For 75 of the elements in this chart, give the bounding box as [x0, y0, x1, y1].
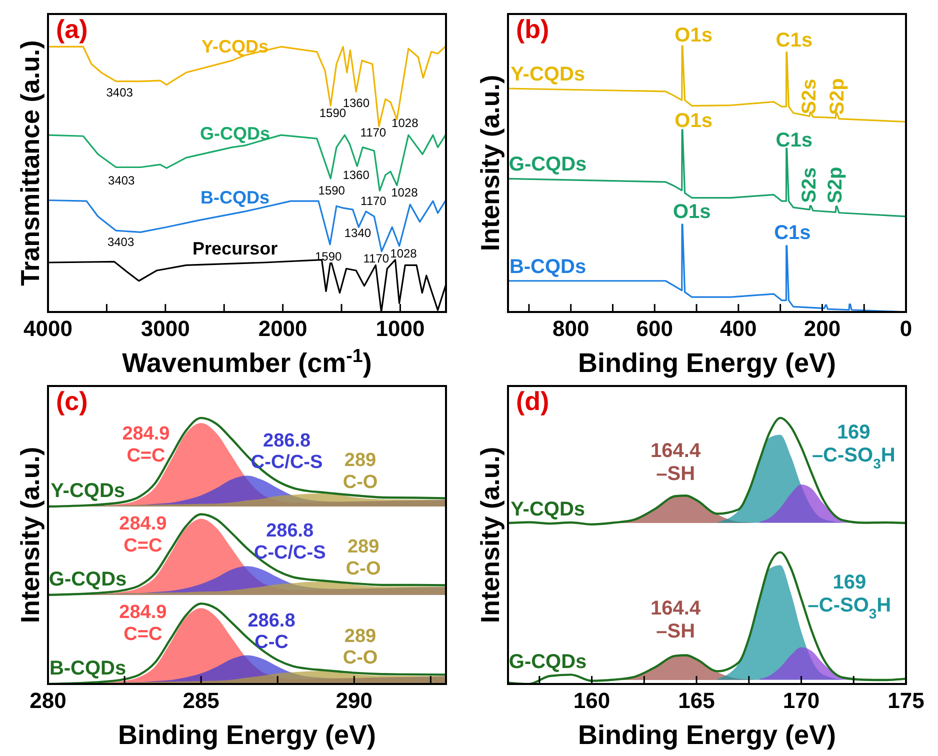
chart-title: (d) — [516, 386, 550, 416]
x-tick-label: 3000 — [140, 316, 190, 341]
annotation: 284.9 C=C — [122, 423, 170, 466]
annotation: 169 –C-SO$_{3}$H — [808, 571, 892, 622]
series-label: Y-CQDs — [510, 498, 586, 521]
annotation: 286.8 C-C — [248, 610, 296, 653]
annotation: 1340 — [344, 226, 372, 240]
x-tick-label: 400 — [720, 316, 757, 341]
chart-title: (b) — [516, 14, 550, 44]
x-axis-title: Binding Energy (eV) — [578, 348, 836, 378]
annotation: 1028 — [392, 116, 419, 130]
y-axis-title: Intensity (a.u.) — [475, 446, 505, 624]
annotation: 284.9 C=C — [119, 513, 167, 556]
chart-title: (a) — [56, 14, 88, 44]
series-label: G-CQDs — [508, 154, 587, 176]
annotation: 286.8 C-C/C-S — [254, 520, 326, 564]
series-label: G-CQDs — [508, 651, 587, 674]
annotation: 289 C-O — [342, 625, 378, 668]
annotation: 3403 — [107, 235, 134, 250]
series-label: G-CQDs — [48, 568, 127, 590]
annotation: S2s — [798, 78, 821, 114]
annotation: 1170 — [363, 251, 390, 266]
x-tick-label: 200 — [804, 316, 841, 341]
x-tick-label: 290 — [336, 688, 373, 713]
y-axis-title: Intensity (a.u.) — [475, 74, 505, 252]
y-axis-title: Intensity (a.u.) — [15, 446, 45, 624]
series-label: Y-CQDs — [202, 36, 269, 57]
annotation: 1028 — [391, 185, 418, 200]
series-label: Precursor — [192, 238, 278, 259]
x-tick-label: 4000 — [24, 316, 72, 341]
series-label: Y-CQDs — [50, 480, 126, 502]
annotation: 1590 — [318, 184, 346, 198]
x-tick-label: 170 — [782, 688, 820, 713]
x-tick-label: 160 — [573, 688, 610, 713]
x-tick-label: 175 — [888, 688, 924, 713]
annotation: O1s — [674, 24, 712, 46]
annotation: 289 C-O — [346, 536, 381, 579]
annotation: 289 C-O — [342, 450, 378, 493]
annotation: O1s — [673, 201, 711, 224]
annotation: 1360 — [342, 168, 370, 182]
annotation: 286.8 C-C/C-S — [250, 430, 323, 473]
x-tick-label: 1000 — [376, 316, 425, 341]
x-axis-title: Binding Energy (eV) — [578, 720, 836, 750]
annotation: 169 –C-SO$_{3}$H — [812, 422, 896, 472]
x-tick-label: 280 — [30, 688, 66, 713]
annotation: 164.4 –SH — [650, 440, 702, 486]
annotation: S2p — [826, 78, 848, 115]
annotation: C1s — [776, 129, 812, 152]
x-axis-title: Wavenumber (cm$^{-1}$) — [122, 346, 372, 378]
annotation: C1s — [774, 222, 811, 244]
x-tick-label: 2000 — [258, 316, 308, 341]
series-label: G-CQDs — [200, 123, 270, 144]
y-axis-title: Transmittance (a.u.) — [15, 40, 45, 286]
series-label: B-CQDs — [49, 657, 126, 680]
x-tick-label: 285 — [182, 688, 220, 713]
annotation: S2s — [798, 167, 821, 203]
chart-title: (c) — [56, 386, 88, 416]
annotation: 284.9 C=C — [119, 602, 167, 644]
x-axis-title: Binding Energy (eV) — [118, 720, 376, 750]
x-tick-label: 165 — [678, 688, 715, 713]
annotation: 3403 — [106, 85, 134, 100]
annotation: 164.4 –SH — [650, 597, 702, 642]
annotation: C1s — [776, 30, 812, 52]
annotation: 1170 — [360, 126, 386, 140]
series-label: B-CQDs — [509, 256, 586, 278]
annotation: 1028 — [390, 246, 418, 261]
x-tick-label: 800 — [552, 316, 590, 341]
series-label: B-CQDs — [200, 187, 270, 208]
x-tick-label: 0 — [900, 316, 912, 341]
x-tick-label: 600 — [636, 316, 673, 341]
annotation: S2p — [824, 166, 847, 204]
annotation: 3403 — [108, 173, 136, 188]
series-label: Y-CQDs — [510, 64, 586, 86]
annotation: 1170 — [360, 194, 387, 208]
annotation: O1s — [674, 110, 712, 132]
